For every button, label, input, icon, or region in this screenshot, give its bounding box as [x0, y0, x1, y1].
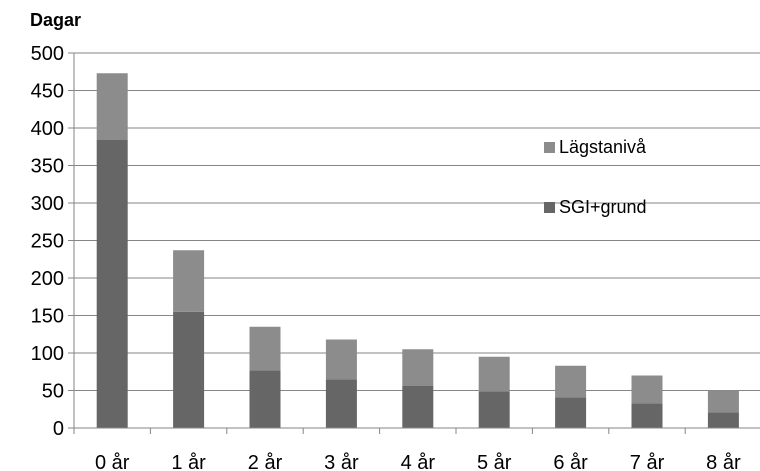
- bar-segment-sgi-grund: [249, 370, 281, 428]
- x-tick-label: 0 år: [95, 452, 130, 471]
- bar-segment-sgi-grund: [173, 311, 205, 428]
- y-axis-title: Dagar: [30, 10, 81, 30]
- bar-segment-l-gstaniv: [173, 250, 205, 312]
- legend-swatch: [544, 202, 555, 213]
- y-tick-label: 0: [53, 418, 64, 440]
- legend-label: Lägstanivå: [559, 137, 647, 157]
- x-tick-label: 8 år: [706, 452, 741, 471]
- y-tick-label: 200: [31, 268, 64, 290]
- y-tick-label: 150: [31, 306, 64, 328]
- labels: 0 50 100 150 200 250 300 350 400 450 500 0 år 1 år 2 …: [31, 43, 741, 471]
- bar-segment-l-gstaniv: [555, 365, 587, 398]
- y-tick-label: 250: [31, 231, 64, 253]
- axes: [73, 53, 760, 434]
- legend: Lägstanivå SGI+grund: [544, 137, 647, 217]
- bar-segment-sgi-grund: [478, 391, 510, 428]
- legend-label: SGI+grund: [559, 197, 647, 217]
- y-tick-label: 400: [31, 118, 64, 140]
- x-tick-label: 4 år: [401, 452, 436, 471]
- bar-segment-sgi-grund: [555, 397, 587, 428]
- x-tick-label: 7 år: [630, 452, 665, 471]
- bar-segment-l-gstaniv: [707, 390, 739, 413]
- bar-segment-sgi-grund: [96, 140, 128, 428]
- bar-segment-sgi-grund: [325, 379, 357, 428]
- bar-segment-sgi-grund: [631, 403, 663, 428]
- bar-segment-l-gstaniv: [325, 339, 357, 380]
- x-tick-label: 1 år: [171, 452, 206, 471]
- bar-segment-l-gstaniv: [402, 349, 434, 386]
- bar-segment-l-gstaniv: [96, 73, 128, 140]
- y-tick-label: 100: [31, 343, 64, 365]
- x-tick-label: 2 år: [248, 452, 283, 471]
- x-tick-label: 5 år: [477, 452, 512, 471]
- bars: [96, 73, 739, 428]
- bar-segment-sgi-grund: [707, 412, 739, 428]
- y-tick-label: 500: [31, 43, 64, 65]
- legend-swatch: [544, 142, 555, 153]
- x-tick-label: 6 år: [553, 452, 588, 471]
- bar-segment-l-gstaniv: [249, 326, 281, 371]
- bar-segment-sgi-grund: [402, 386, 434, 428]
- bar-segment-l-gstaniv: [631, 375, 663, 404]
- y-tick-label: 300: [31, 193, 64, 215]
- x-tick-label: 3 år: [324, 452, 359, 471]
- bar-segment-l-gstaniv: [478, 356, 510, 392]
- y-tick-label: 450: [31, 81, 64, 103]
- y-tick-label: 350: [31, 156, 64, 178]
- y-tick-label: 50: [42, 381, 64, 403]
